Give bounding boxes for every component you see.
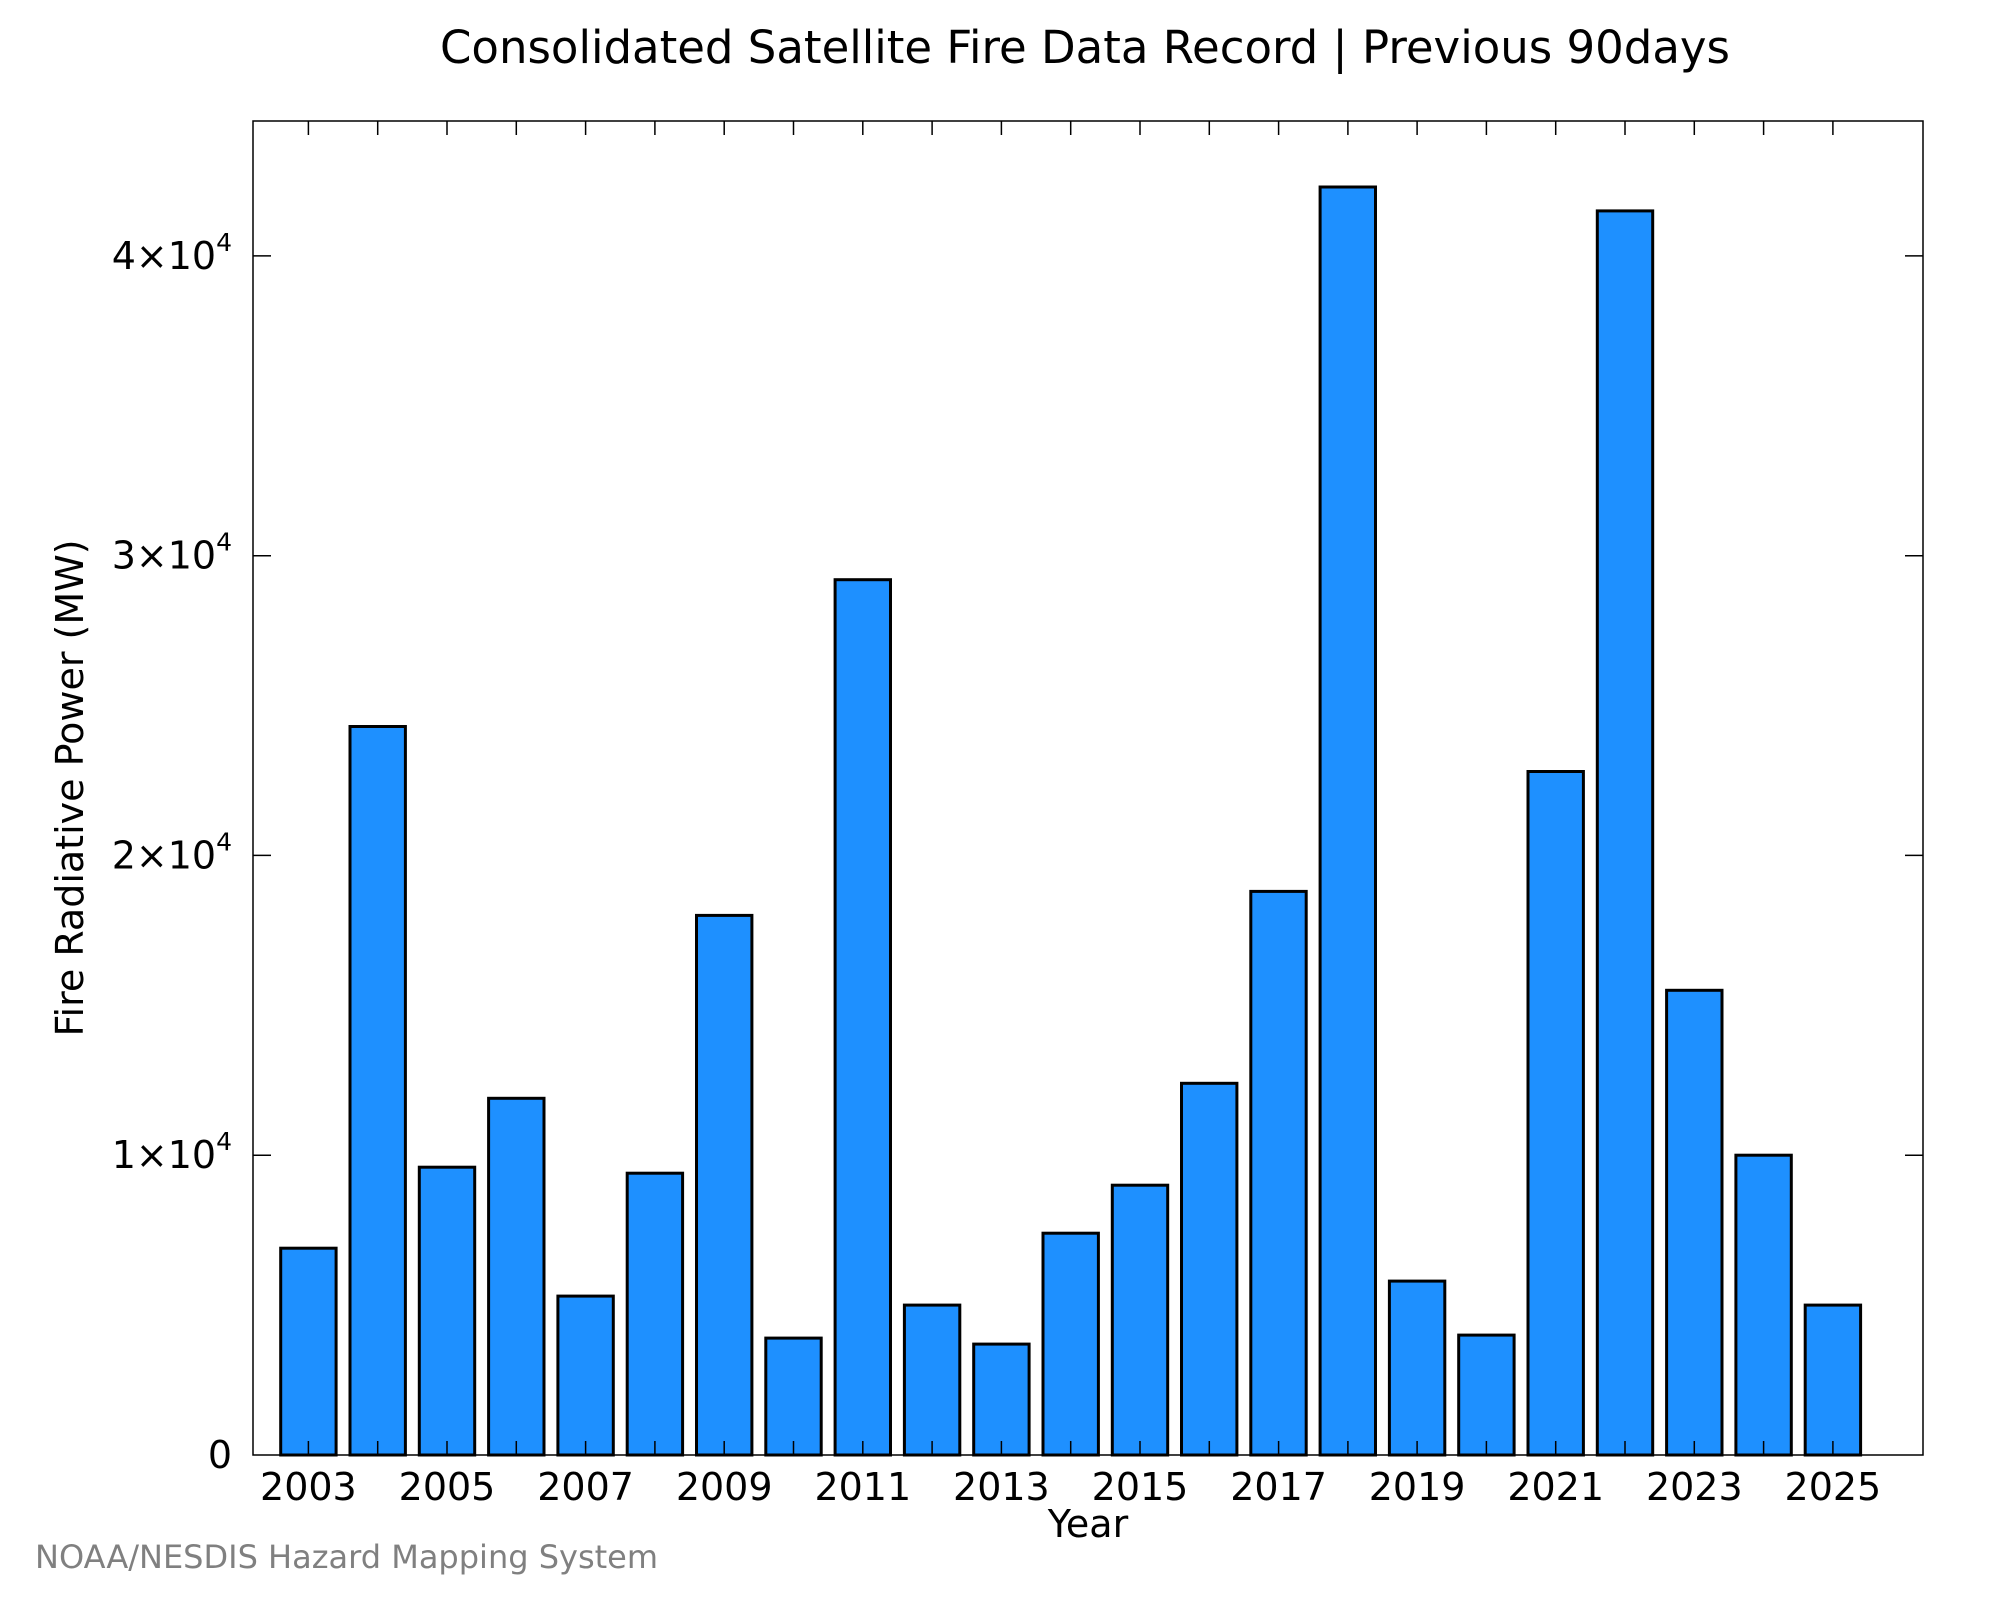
x-tick-label: 2003 xyxy=(260,1465,357,1509)
x-tick-label: 2017 xyxy=(1230,1465,1327,1509)
x-tick-label: 2009 xyxy=(676,1465,773,1509)
x-axis-label: Year xyxy=(1047,1502,1129,1546)
bar-2006 xyxy=(487,1096,546,1457)
bar-2024 xyxy=(1734,1153,1793,1457)
y-tick-label: 2×104 xyxy=(112,827,232,877)
y-tick-labels: 0 1×104 2×104 3×104 4×104 xyxy=(112,228,232,1477)
bar-2014 xyxy=(1041,1231,1100,1457)
bar-2021 xyxy=(1526,770,1585,1457)
y-tick-label: 4×104 xyxy=(112,228,232,278)
x-tick-label: 2021 xyxy=(1507,1465,1604,1509)
x-tick-labels: 2003 2005 2007 2009 2011 2013 2015 2017 2019 2021… xyxy=(260,1465,1881,1509)
bar-2023 xyxy=(1665,988,1724,1457)
x-tick-label: 2013 xyxy=(953,1465,1050,1509)
bar-2003 xyxy=(279,1246,338,1457)
y-tick-label: 1×104 xyxy=(112,1127,232,1177)
bar-2004 xyxy=(348,725,407,1457)
bar-2015 xyxy=(1110,1183,1170,1457)
bar-2019 xyxy=(1387,1279,1447,1457)
x-tick-label: 2023 xyxy=(1646,1465,1743,1509)
bar-2018 xyxy=(1318,185,1377,1457)
ticks-group xyxy=(253,121,1923,1455)
bar-2005 xyxy=(417,1165,477,1457)
credit-text: NOAA/NESDIS Hazard Mapping System xyxy=(35,1538,659,1576)
x-tick-label: 2019 xyxy=(1369,1465,1466,1509)
bar-2022 xyxy=(1595,209,1655,1457)
x-tick-label: 2025 xyxy=(1785,1465,1882,1509)
x-tick-label: 2011 xyxy=(814,1465,911,1509)
bars-group xyxy=(279,185,1863,1457)
x-tick-label: 2007 xyxy=(537,1465,634,1509)
bar-2008 xyxy=(625,1171,685,1457)
bar-2009 xyxy=(695,913,754,1457)
plot-frame xyxy=(252,120,1924,1456)
bar-2017 xyxy=(1249,889,1308,1457)
x-tick-label: 2015 xyxy=(1092,1465,1189,1509)
bar-2025 xyxy=(1803,1303,1863,1457)
bar-2010 xyxy=(764,1336,823,1457)
y-tick-label: 0 xyxy=(208,1433,232,1477)
y-axis-label: Fire Radiative Power (MW) xyxy=(48,539,92,1036)
x-tick-label: 2005 xyxy=(399,1465,496,1509)
bar-2013 xyxy=(972,1342,1031,1457)
y-tick-label: 3×104 xyxy=(112,528,232,578)
bar-2020 xyxy=(1457,1333,1516,1457)
bar-2007 xyxy=(556,1294,615,1457)
bar-2016 xyxy=(1180,1081,1239,1457)
chart-title: Consolidated Satellite Fire Data Record … xyxy=(440,21,1730,74)
bar-2011 xyxy=(833,578,892,1457)
bar-2012 xyxy=(902,1303,962,1457)
